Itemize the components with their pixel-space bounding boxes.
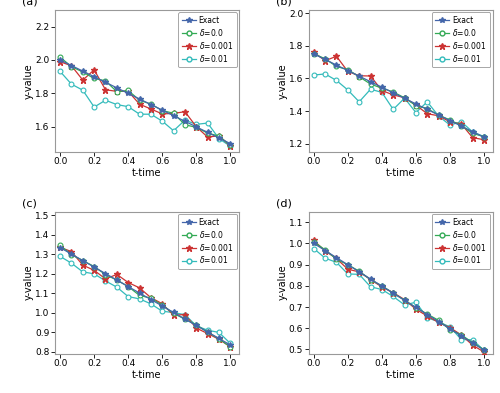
X-axis label: t-time: t-time <box>386 370 416 380</box>
Y-axis label: y-value: y-value <box>24 63 34 99</box>
X-axis label: t-time: t-time <box>132 168 162 178</box>
Legend: Exact, $\delta$=0.0, $\delta$=0.001, $\delta$=0.01: Exact, $\delta$=0.0, $\delta$=0.001, $\d… <box>178 12 236 68</box>
X-axis label: t-time: t-time <box>132 370 162 380</box>
Text: (b): (b) <box>276 0 291 7</box>
Text: (c): (c) <box>22 199 37 209</box>
Y-axis label: y-value: y-value <box>278 265 287 301</box>
Text: (d): (d) <box>276 199 291 209</box>
X-axis label: t-time: t-time <box>386 168 416 178</box>
Legend: Exact, $\delta$=0.0, $\delta$=0.001, $\delta$=0.01: Exact, $\delta$=0.0, $\delta$=0.001, $\d… <box>178 214 236 269</box>
Text: (a): (a) <box>22 0 38 7</box>
Legend: Exact, $\delta$=0.0, $\delta$=0.001, $\delta$=0.01: Exact, $\delta$=0.0, $\delta$=0.001, $\d… <box>432 12 490 68</box>
Y-axis label: y-value: y-value <box>24 265 34 301</box>
Y-axis label: y-value: y-value <box>278 63 287 99</box>
Legend: Exact, $\delta$=0.0, $\delta$=0.001, $\delta$=0.01: Exact, $\delta$=0.0, $\delta$=0.001, $\d… <box>432 214 490 269</box>
